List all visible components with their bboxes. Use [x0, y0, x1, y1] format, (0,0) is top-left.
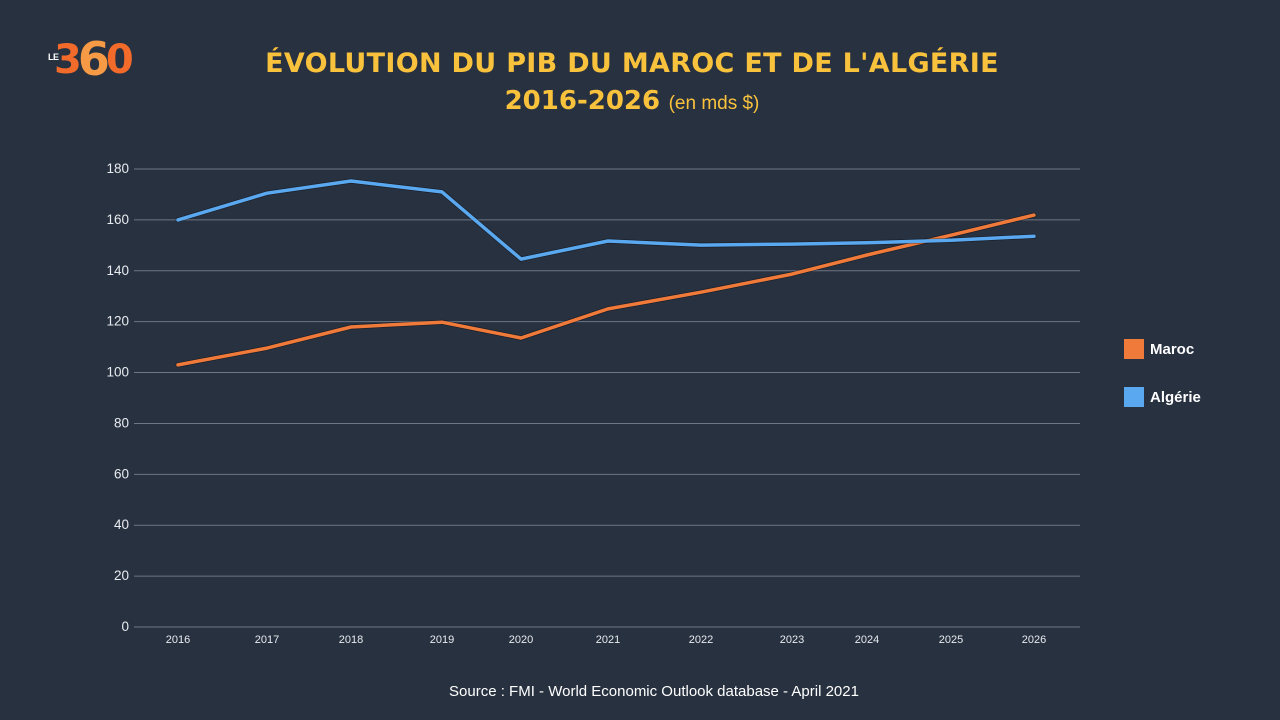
x-tick-label: 2021: [596, 634, 620, 646]
logo-le360: LE 360: [44, 32, 144, 86]
logo-prefix: LE: [48, 52, 59, 62]
legend-item-maroc[interactable]: Maroc: [1124, 338, 1201, 360]
x-tick-label: 2022: [689, 634, 713, 646]
x-tick-label: 2025: [939, 634, 963, 646]
chart-subtitle: 2016-2026 (en mds $): [0, 86, 1264, 116]
gridlines: [134, 168, 1080, 628]
y-tick-label: 40: [114, 517, 129, 532]
y-tick-label: 20: [114, 568, 129, 583]
legend-label-maroc: Maroc: [1150, 340, 1195, 358]
chart-unit: (en mds $): [668, 93, 760, 114]
logo-digit-0: 0: [105, 37, 134, 83]
series-shadow-maroc: [175, 212, 1037, 368]
chart-title: ÉVOLUTION DU PIB DU MAROC ET DE L'ALGÉRI…: [265, 48, 999, 79]
legend-swatch-maroc: [1124, 339, 1144, 359]
y-tick-label: 140: [106, 263, 129, 278]
y-axis-ticks: 0 20 40 60 80 100 120 140 160 180: [106, 161, 129, 634]
legend-label-algerie: Algérie: [1150, 388, 1201, 406]
source-note: Source : FMI - World Economic Outlook da…: [449, 683, 859, 700]
y-tick-label: 80: [114, 415, 129, 430]
x-tick-label: 2018: [339, 634, 363, 646]
x-tick-label: 2019: [430, 634, 454, 646]
legend: Maroc Algérie: [1124, 338, 1201, 434]
y-tick-label: 100: [106, 365, 129, 380]
x-axis-ticks: 2016 2017 2018 2019 2020 2021 2022 2023 2024 2025…: [166, 634, 1046, 646]
x-tick-label: 2023: [780, 634, 804, 646]
series-line-maroc: [176, 213, 1036, 367]
logo-digit-3: 3: [54, 37, 82, 83]
x-tick-label: 2017: [255, 634, 279, 646]
y-tick-label: 180: [106, 161, 129, 176]
logo-digit-6: 6: [77, 32, 110, 86]
y-tick-label: 160: [106, 212, 129, 227]
y-tick-label: 0: [121, 619, 129, 634]
y-tick-label: 60: [114, 466, 129, 481]
logo-number: 360: [54, 30, 134, 86]
x-tick-label: 2016: [166, 634, 190, 646]
chart-years: 2016-2026: [504, 86, 661, 116]
x-tick-label: 2026: [1022, 634, 1046, 646]
legend-item-algerie[interactable]: Algérie: [1124, 386, 1201, 408]
x-tick-label: 2024: [855, 634, 879, 646]
legend-swatch-algerie: [1124, 387, 1144, 407]
y-tick-label: 120: [106, 314, 129, 329]
x-tick-label: 2020: [509, 634, 533, 646]
series-lines: [175, 178, 1037, 368]
